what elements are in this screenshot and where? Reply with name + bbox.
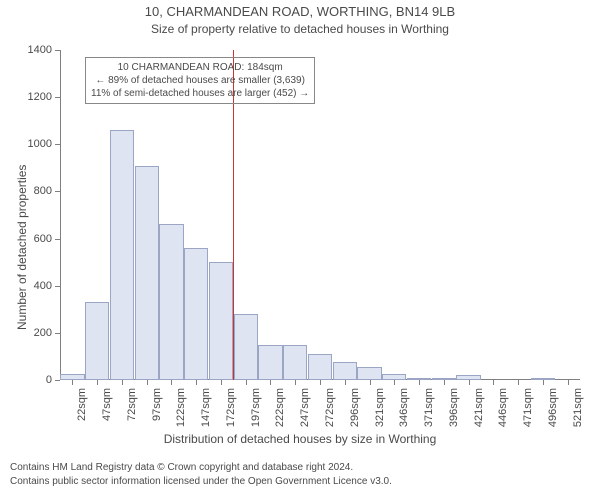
histogram-bar bbox=[333, 362, 357, 380]
x-tick-mark bbox=[419, 380, 420, 385]
x-tick-label: 446sqm bbox=[497, 388, 509, 438]
histogram-bar bbox=[308, 354, 332, 380]
histogram-bar bbox=[159, 224, 183, 380]
y-tick-label: 1000 bbox=[22, 138, 52, 150]
x-tick-label: 172sqm bbox=[225, 388, 237, 438]
x-tick-label: 396sqm bbox=[448, 388, 460, 438]
x-tick-mark bbox=[196, 380, 197, 385]
histogram-bar bbox=[135, 166, 159, 381]
x-tick-label: 296sqm bbox=[349, 388, 361, 438]
x-tick-mark bbox=[171, 380, 172, 385]
x-tick-label: 321sqm bbox=[374, 388, 386, 438]
x-tick-mark bbox=[246, 380, 247, 385]
chart-title: 10, CHARMANDEAN ROAD, WORTHING, BN14 9LB bbox=[0, 4, 600, 19]
x-tick-label: 421sqm bbox=[473, 388, 485, 438]
histogram-bar bbox=[258, 345, 282, 380]
y-tick-mark bbox=[55, 50, 60, 51]
x-tick-mark bbox=[72, 380, 73, 385]
x-tick-mark bbox=[320, 380, 321, 385]
x-tick-label: 47sqm bbox=[101, 388, 113, 438]
x-tick-mark bbox=[97, 380, 98, 385]
y-tick-label: 200 bbox=[22, 327, 52, 339]
x-tick-label: 222sqm bbox=[274, 388, 286, 438]
x-tick-label: 371sqm bbox=[423, 388, 435, 438]
y-tick-mark bbox=[55, 239, 60, 240]
x-tick-mark bbox=[568, 380, 569, 385]
x-tick-label: 72sqm bbox=[126, 388, 138, 438]
histogram-bar bbox=[85, 302, 109, 380]
x-tick-label: 122sqm bbox=[175, 388, 187, 438]
chart-container: 10, CHARMANDEAN ROAD, WORTHING, BN14 9LB… bbox=[0, 0, 600, 500]
x-tick-label: 22sqm bbox=[76, 388, 88, 438]
y-tick-mark bbox=[55, 333, 60, 334]
y-tick-label: 800 bbox=[22, 185, 52, 197]
x-tick-label: 97sqm bbox=[151, 388, 163, 438]
y-tick-mark bbox=[55, 97, 60, 98]
x-tick-mark bbox=[295, 380, 296, 385]
x-tick-mark bbox=[394, 380, 395, 385]
y-tick-mark bbox=[55, 144, 60, 145]
annotation-line: 11% of semi-detached houses are larger (… bbox=[91, 87, 309, 100]
histogram-bar bbox=[283, 345, 307, 380]
x-tick-mark bbox=[493, 380, 494, 385]
x-tick-mark bbox=[444, 380, 445, 385]
annotation-line: 10 CHARMANDEAN ROAD: 184sqm bbox=[91, 61, 309, 74]
x-tick-mark bbox=[345, 380, 346, 385]
histogram-bar bbox=[209, 262, 233, 380]
footer-line-1: Contains HM Land Registry data © Crown c… bbox=[10, 462, 353, 473]
x-tick-label: 346sqm bbox=[398, 388, 410, 438]
x-tick-mark bbox=[518, 380, 519, 385]
y-tick-label: 0 bbox=[22, 374, 52, 386]
y-axis-line bbox=[60, 50, 61, 380]
y-tick-label: 1400 bbox=[22, 44, 52, 56]
x-tick-mark bbox=[543, 380, 544, 385]
x-tick-mark bbox=[370, 380, 371, 385]
x-tick-label: 147sqm bbox=[200, 388, 212, 438]
y-tick-mark bbox=[55, 191, 60, 192]
histogram-bar bbox=[184, 248, 208, 380]
x-tick-mark bbox=[147, 380, 148, 385]
footer-line-2: Contains public sector information licen… bbox=[10, 476, 392, 487]
y-tick-label: 400 bbox=[22, 280, 52, 292]
histogram-bar bbox=[234, 314, 258, 380]
x-tick-label: 521sqm bbox=[572, 388, 584, 438]
histogram-bar bbox=[357, 367, 381, 380]
x-tick-label: 247sqm bbox=[299, 388, 311, 438]
x-tick-mark bbox=[469, 380, 470, 385]
x-tick-label: 197sqm bbox=[250, 388, 262, 438]
x-tick-mark bbox=[270, 380, 271, 385]
x-tick-mark bbox=[221, 380, 222, 385]
chart-subtitle: Size of property relative to detached ho… bbox=[0, 22, 600, 36]
y-tick-label: 600 bbox=[22, 233, 52, 245]
y-tick-mark bbox=[55, 380, 60, 381]
annotation-box: 10 CHARMANDEAN ROAD: 184sqm← 89% of deta… bbox=[85, 57, 315, 104]
x-tick-mark bbox=[122, 380, 123, 385]
x-tick-label: 496sqm bbox=[547, 388, 559, 438]
y-tick-mark bbox=[55, 286, 60, 287]
x-tick-label: 272sqm bbox=[324, 388, 336, 438]
annotation-line: ← 89% of detached houses are smaller (3,… bbox=[91, 74, 309, 87]
y-tick-label: 1200 bbox=[22, 91, 52, 103]
x-tick-label: 471sqm bbox=[522, 388, 534, 438]
histogram-bar bbox=[110, 130, 134, 380]
